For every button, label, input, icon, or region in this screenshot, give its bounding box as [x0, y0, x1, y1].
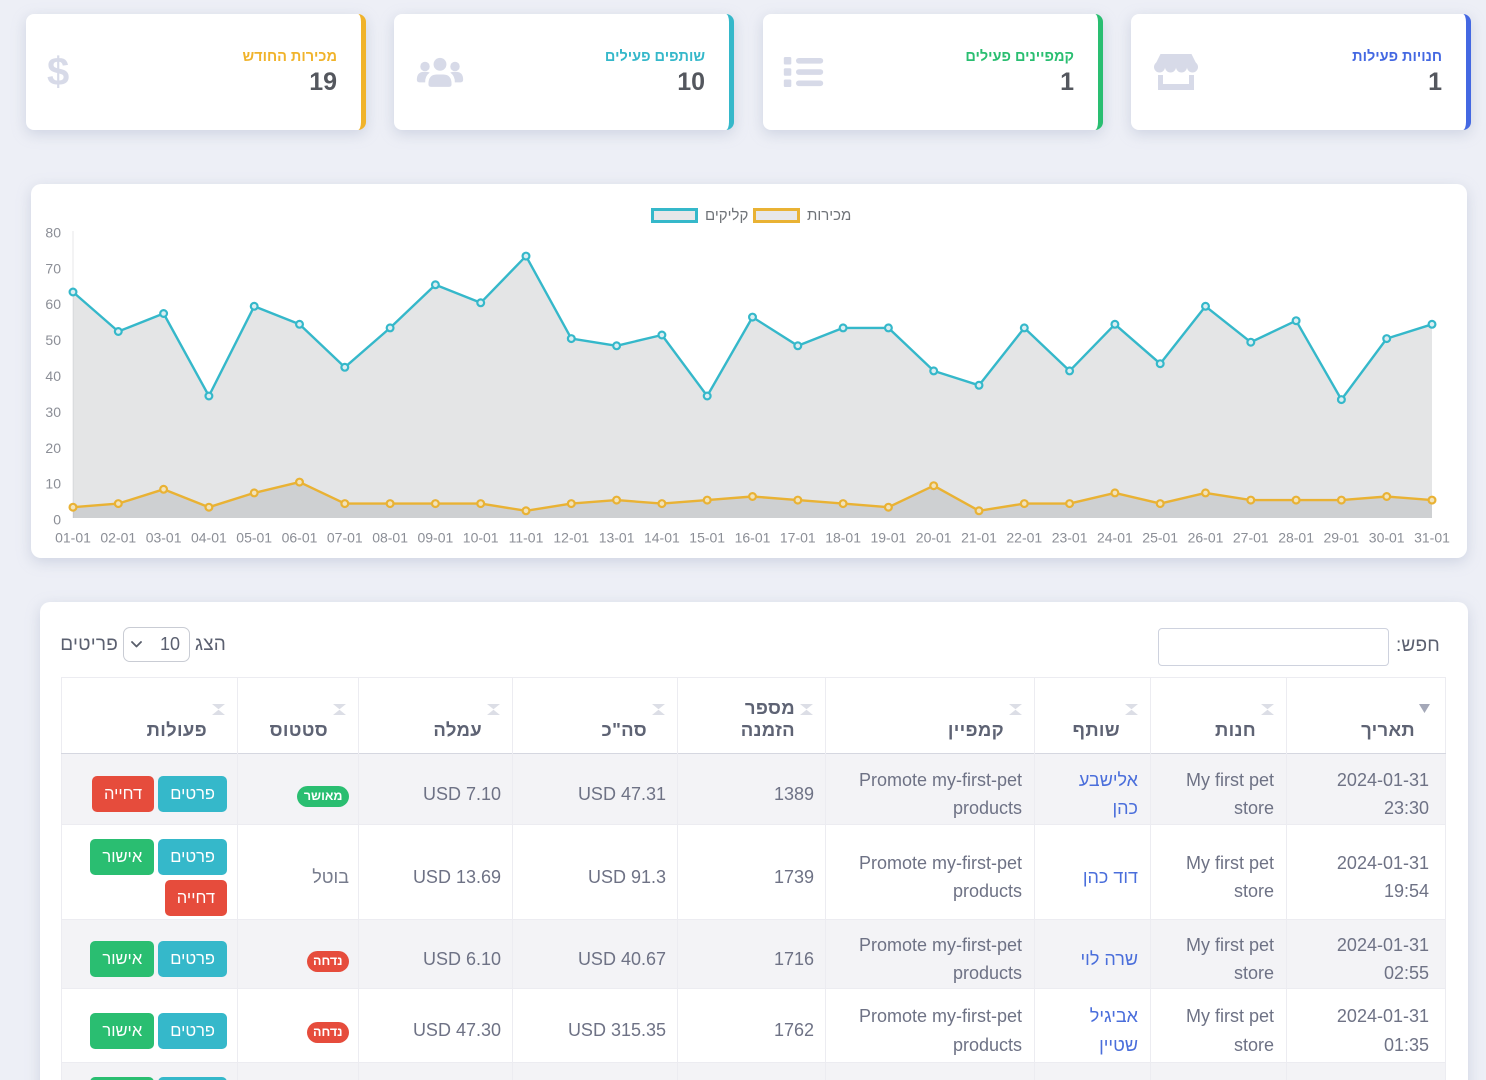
svg-text:40: 40 — [45, 368, 61, 384]
svg-text:09-01: 09-01 — [417, 530, 453, 546]
svg-text:70: 70 — [45, 260, 61, 276]
svg-text:06-01: 06-01 — [282, 530, 318, 546]
svg-text:05-01: 05-01 — [236, 530, 272, 546]
svg-text:27-01: 27-01 — [1233, 530, 1269, 546]
svg-text:08-01: 08-01 — [372, 530, 408, 546]
svg-text:10: 10 — [45, 476, 61, 492]
svg-text:29-01: 29-01 — [1323, 530, 1359, 546]
svg-text:17-01: 17-01 — [780, 530, 816, 546]
svg-text:0: 0 — [53, 512, 61, 528]
svg-text:14-01: 14-01 — [644, 530, 680, 546]
svg-text:04-01: 04-01 — [191, 530, 227, 546]
svg-text:20-01: 20-01 — [916, 530, 952, 546]
svg-text:60: 60 — [45, 296, 61, 312]
svg-text:20: 20 — [45, 440, 61, 456]
svg-text:02-01: 02-01 — [100, 530, 136, 546]
svg-text:13-01: 13-01 — [599, 530, 635, 546]
svg-text:19-01: 19-01 — [870, 530, 906, 546]
svg-text:28-01: 28-01 — [1278, 530, 1314, 546]
svg-text:50: 50 — [45, 332, 61, 348]
svg-text:80: 80 — [45, 225, 61, 241]
svg-text:07-01: 07-01 — [327, 530, 363, 546]
svg-text:01-01: 01-01 — [55, 530, 91, 546]
svg-text:25-01: 25-01 — [1142, 530, 1178, 546]
svg-text:10-01: 10-01 — [463, 530, 499, 546]
svg-text:15-01: 15-01 — [689, 530, 725, 546]
svg-text:03-01: 03-01 — [146, 530, 182, 546]
svg-text:12-01: 12-01 — [553, 530, 589, 546]
svg-text:24-01: 24-01 — [1097, 530, 1133, 546]
svg-text:23-01: 23-01 — [1052, 530, 1088, 546]
svg-text:26-01: 26-01 — [1188, 530, 1224, 546]
svg-text:31-01: 31-01 — [1414, 530, 1450, 546]
svg-text:30: 30 — [45, 404, 61, 420]
svg-text:21-01: 21-01 — [961, 530, 997, 546]
svg-text:11-01: 11-01 — [509, 530, 544, 546]
svg-text:16-01: 16-01 — [735, 530, 771, 546]
svg-text:18-01: 18-01 — [825, 530, 861, 546]
svg-text:22-01: 22-01 — [1006, 530, 1042, 546]
svg-text:30-01: 30-01 — [1369, 530, 1405, 546]
